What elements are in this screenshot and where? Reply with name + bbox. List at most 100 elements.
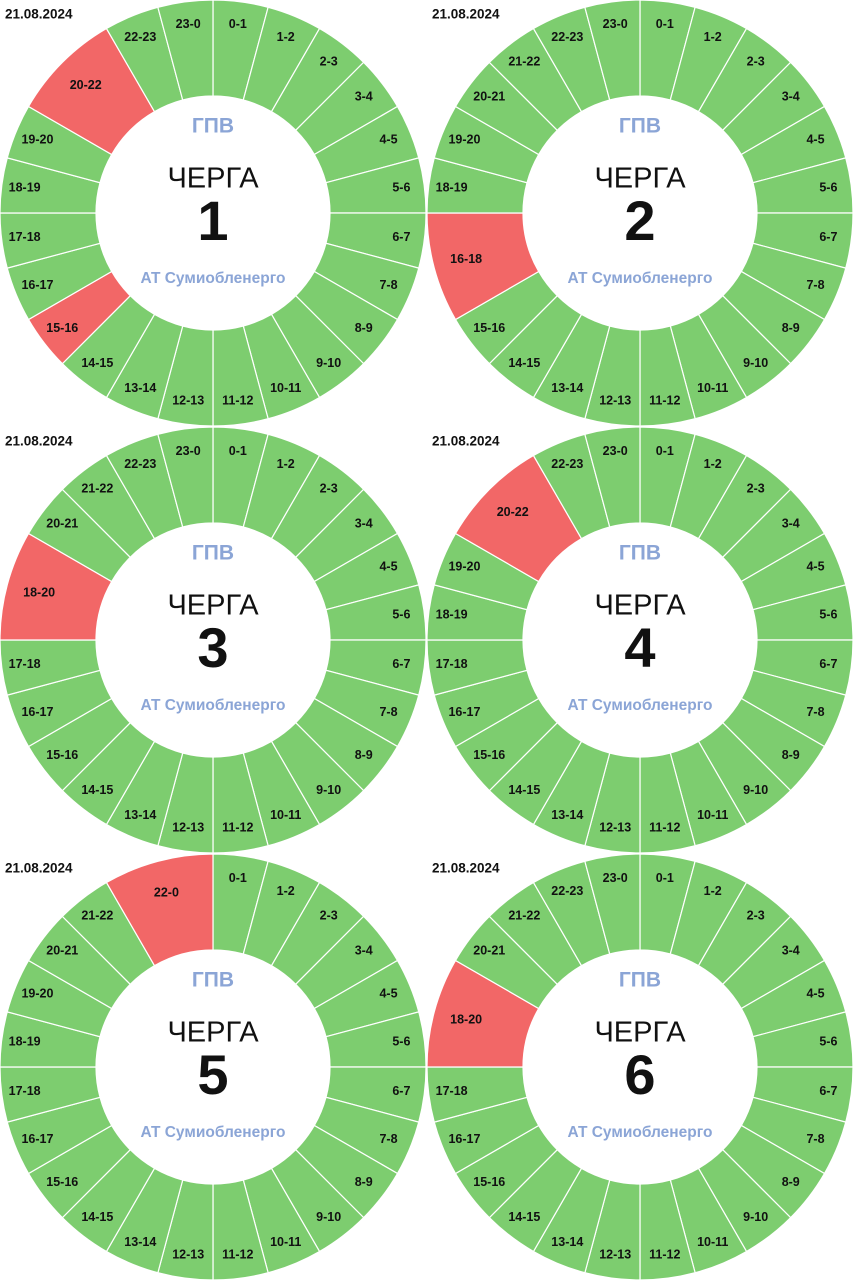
segment-label: 18-19 bbox=[436, 180, 468, 194]
segment-label: 1-2 bbox=[704, 457, 722, 471]
segment-label: 18-19 bbox=[9, 180, 41, 194]
segment-label: 14-15 bbox=[81, 783, 113, 797]
queue-label: ЧЕРГА bbox=[594, 1017, 686, 1049]
segment-label: 2-3 bbox=[747, 55, 765, 69]
segment-label: 5-6 bbox=[392, 607, 410, 621]
org-name: АТ Сумиобленерго bbox=[141, 1124, 286, 1141]
segment-label: 12-13 bbox=[172, 821, 204, 835]
segment-label: 2-3 bbox=[320, 55, 338, 69]
segment-label: 1-2 bbox=[277, 884, 295, 898]
segment-label: 14-15 bbox=[508, 356, 540, 370]
segment-label: 2-3 bbox=[320, 909, 338, 923]
segment-label: 5-6 bbox=[819, 1034, 837, 1048]
segment-label: 5-6 bbox=[819, 607, 837, 621]
segment-label: 20-22 bbox=[70, 78, 102, 92]
segment-label: 21-22 bbox=[508, 55, 540, 69]
segment-label: 12-13 bbox=[599, 394, 631, 408]
segment-label: 3-4 bbox=[782, 944, 800, 958]
segment-label: 15-16 bbox=[473, 1175, 505, 1189]
gpv-label: ГПВ bbox=[619, 542, 661, 565]
segment-label: 16-17 bbox=[448, 1132, 480, 1146]
segment-label: 23-0 bbox=[603, 17, 628, 31]
segment-label: 6-7 bbox=[819, 657, 837, 671]
segment-label: 13-14 bbox=[124, 381, 156, 395]
segment-label: 12-13 bbox=[599, 821, 631, 835]
queue-chart-3: 0-1 1-2 2-3 3-4 4-5 5-6 6-7 7-8 8-9 9-10 10-11 11-1… bbox=[0, 426, 427, 854]
segment-label: 6-7 bbox=[392, 657, 410, 671]
segment-label: 3-4 bbox=[782, 517, 800, 531]
segment-label: 3-4 bbox=[355, 517, 373, 531]
segment-label: 23-0 bbox=[176, 17, 201, 31]
segment-label: 0-1 bbox=[229, 871, 247, 885]
center-disc bbox=[96, 96, 330, 330]
segment-label: 10-11 bbox=[270, 381, 301, 395]
segment-label: 22-23 bbox=[124, 30, 156, 44]
gpv-label: ГПВ bbox=[619, 969, 661, 992]
segment-label: 8-9 bbox=[355, 748, 373, 762]
org-name: АТ Сумиобленерго bbox=[141, 270, 286, 287]
segment-label: 20-21 bbox=[46, 944, 78, 958]
queue-number: 3 bbox=[197, 616, 228, 679]
segment-label: 16-18 bbox=[450, 252, 482, 266]
segment-label: 7-8 bbox=[379, 705, 397, 719]
center-disc bbox=[523, 950, 757, 1184]
segment-label: 22-0 bbox=[154, 885, 179, 899]
center-disc bbox=[523, 96, 757, 330]
center-disc bbox=[96, 523, 330, 757]
segment-label: 0-1 bbox=[229, 444, 247, 458]
segment-label: 8-9 bbox=[782, 748, 800, 762]
segment-label: 1-2 bbox=[704, 30, 722, 44]
segment-label: 11-12 bbox=[222, 821, 253, 835]
segment-label: 14-15 bbox=[81, 356, 113, 370]
segment-label: 16-17 bbox=[448, 705, 480, 719]
segment-label: 4-5 bbox=[379, 560, 397, 574]
segment-label: 7-8 bbox=[806, 705, 824, 719]
queue-number: 4 bbox=[624, 616, 655, 679]
segment-label: 5-6 bbox=[819, 180, 837, 194]
org-name: АТ Сумиобленерго bbox=[568, 270, 713, 287]
segment-label: 15-16 bbox=[473, 321, 505, 335]
segment-label: 16-17 bbox=[21, 1132, 53, 1146]
segment-label: 4-5 bbox=[379, 133, 397, 147]
segment-label: 18-19 bbox=[436, 607, 468, 621]
segment-label: 11-12 bbox=[222, 394, 253, 408]
segment-label: 5-6 bbox=[392, 1034, 410, 1048]
queue-number: 6 bbox=[624, 1043, 655, 1106]
segment-label: 2-3 bbox=[747, 909, 765, 923]
queue-chart-1: 0-1 1-2 2-3 3-4 4-5 5-6 6-7 7-8 8-9 9-10 10-11 11-1… bbox=[0, 0, 427, 427]
segment-label: 22-23 bbox=[124, 457, 156, 471]
segment-label: 15-16 bbox=[46, 321, 78, 335]
queue-chart-2: 0-1 1-2 2-3 3-4 4-5 5-6 6-7 7-8 8-9 9-10 10-11 11-1… bbox=[426, 0, 853, 427]
segment-label: 11-12 bbox=[649, 1248, 680, 1262]
date-label: 21.08.2024 bbox=[5, 7, 73, 22]
segment-label: 11-12 bbox=[649, 394, 680, 408]
segment-label: 21-22 bbox=[81, 909, 113, 923]
segment-label: 17-18 bbox=[9, 657, 41, 671]
date-label: 21.08.2024 bbox=[432, 434, 500, 449]
segment-label: 9-10 bbox=[316, 1210, 341, 1224]
segment-label: 1-2 bbox=[277, 30, 295, 44]
org-name: АТ Сумиобленерго bbox=[568, 697, 713, 714]
segment-label: 8-9 bbox=[782, 321, 800, 335]
queue-label: ЧЕРГА bbox=[167, 1017, 259, 1049]
segment-label: 21-22 bbox=[508, 909, 540, 923]
segment-label: 5-6 bbox=[392, 180, 410, 194]
segment-label: 9-10 bbox=[316, 783, 341, 797]
segment-label: 10-11 bbox=[270, 808, 301, 822]
segment-label: 19-20 bbox=[21, 987, 53, 1001]
segment-label: 0-1 bbox=[656, 871, 674, 885]
segment-label: 9-10 bbox=[743, 356, 768, 370]
segment-label: 14-15 bbox=[508, 1210, 540, 1224]
segment-label: 23-0 bbox=[603, 444, 628, 458]
segment-label: 20-22 bbox=[497, 505, 529, 519]
segment-label: 0-1 bbox=[229, 17, 247, 31]
segment-label: 2-3 bbox=[320, 482, 338, 496]
segment-label: 2-3 bbox=[747, 482, 765, 496]
org-name: АТ Сумиобленерго bbox=[568, 1124, 713, 1141]
segment-label: 11-12 bbox=[222, 1248, 253, 1262]
segment-label: 22-23 bbox=[551, 457, 583, 471]
segment-label: 19-20 bbox=[448, 560, 480, 574]
queue-label: ЧЕРГА bbox=[167, 590, 259, 622]
segment-label: 14-15 bbox=[508, 783, 540, 797]
